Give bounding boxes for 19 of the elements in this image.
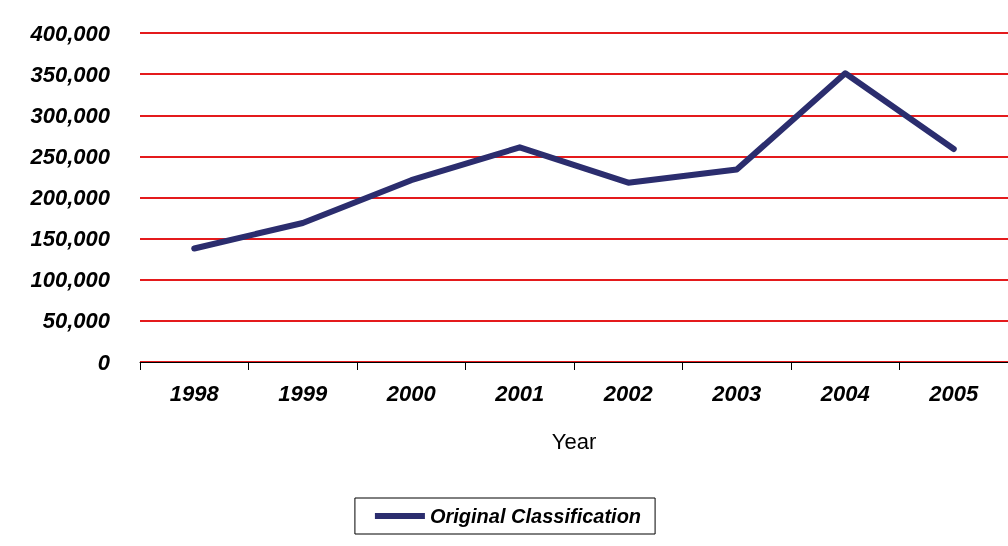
x-axis-title: Year xyxy=(551,428,597,454)
x-tick-label: 2000 xyxy=(385,380,437,406)
y-tick-label: 0 xyxy=(97,349,111,375)
y-tick-label: 200,000 xyxy=(29,185,111,210)
x-tick-label: 1999 xyxy=(278,380,328,406)
y-tick-label: 250,000 xyxy=(29,143,111,169)
x-tick-label: 2004 xyxy=(819,380,870,406)
legend-label: Original Classification xyxy=(429,505,642,527)
x-tick-label: 1998 xyxy=(169,380,220,406)
x-tick-label: 2002 xyxy=(602,380,654,406)
y-tick-label: 150,000 xyxy=(30,226,111,252)
x-tick-label: 2003 xyxy=(711,380,762,406)
y-tick-label: 50,000 xyxy=(42,308,111,334)
x-tick-label: 2005 xyxy=(928,380,979,406)
y-tick-label: 350,000 xyxy=(30,61,111,87)
y-tick-label: 100,000 xyxy=(30,267,111,293)
y-tick-label: 300,000 xyxy=(30,102,111,128)
y-tick-label: 400,000 xyxy=(29,20,111,46)
x-tick-label: 2001 xyxy=(494,380,545,406)
